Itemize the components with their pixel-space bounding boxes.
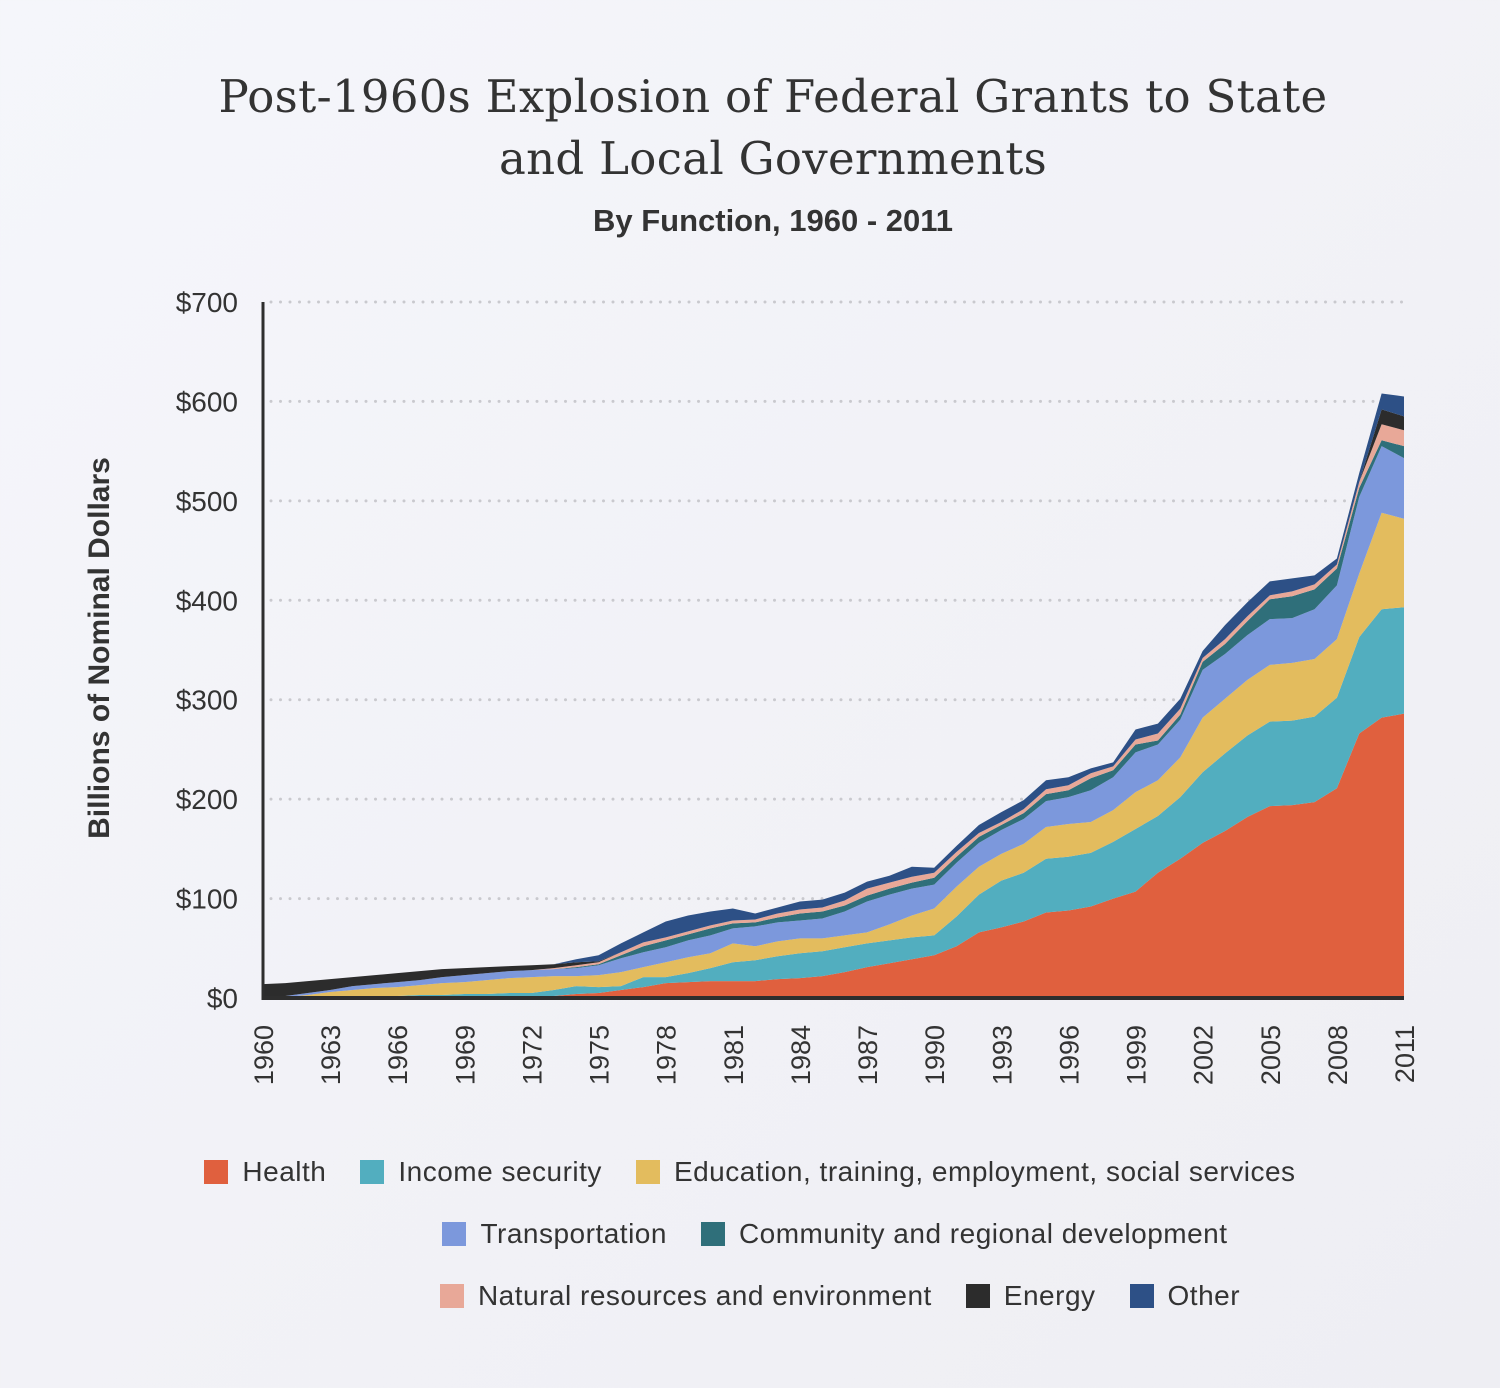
legend-item-income-security: Income security (360, 1156, 602, 1188)
legend-swatch (360, 1160, 385, 1184)
legend-label: Community and regional development (738, 1218, 1228, 1249)
x-tick-label: 1978 (652, 1025, 682, 1085)
y-tick-label: $200 (176, 784, 238, 815)
x-tick-label: 1966 (383, 1025, 413, 1085)
legend-item-community-development: Community and regional development (700, 1218, 1228, 1250)
legend-label: Natural resources and environment (477, 1280, 932, 1311)
legend-swatch (439, 1284, 464, 1308)
y-tick-label: $500 (176, 486, 238, 517)
x-tick-label: 1963 (316, 1025, 346, 1085)
chart-title-line-1: Post-1960s Explosion of Federal Grants t… (218, 70, 1328, 123)
legend-item-education: Education, training, employment, social … (635, 1156, 1296, 1188)
legend-label: Energy (1003, 1280, 1096, 1311)
area-layers (263, 393, 1404, 999)
x-tick-label: 1996 (1054, 1025, 1084, 1085)
y-tick-labels: $0 $100 $200 $300 $400 $500 $600 $700 (176, 287, 238, 1014)
legend-item-natural-resources: Natural resources and environment (439, 1280, 932, 1312)
legend-swatch (700, 1222, 725, 1246)
x-tick-label: 1975 (585, 1025, 615, 1085)
legend-swatch (204, 1160, 229, 1184)
legend-row-2: Transportation Community and regional de… (85, 1218, 1500, 1250)
x-tick-label: 1999 (1122, 1025, 1152, 1085)
x-tick-label: 1990 (920, 1025, 950, 1085)
legend-row-1: Health Income security Education, traini… (0, 1156, 1500, 1188)
x-tick-labels: 1960 1963 1966 1969 1972 1975 1978 1981 1984 1987… (249, 1025, 1420, 1085)
y-tick-label: $400 (176, 585, 238, 616)
legend-swatch (442, 1222, 467, 1246)
legend-label: Income security (398, 1156, 602, 1187)
x-tick-label: 2008 (1323, 1025, 1353, 1085)
x-tick-label: 1993 (987, 1025, 1017, 1085)
y-tick-label: $600 (176, 386, 238, 417)
y-tick-label: $300 (176, 685, 238, 716)
x-tick-label: 1987 (853, 1025, 883, 1085)
chart-title-line-2: and Local Governments (499, 132, 1047, 185)
chart-title: Post-1960s Explosion of Federal Grants t… (0, 66, 1500, 190)
legend-swatch (635, 1160, 660, 1184)
gridlines (269, 300, 1406, 901)
legend-label: Transportation (480, 1218, 667, 1249)
legend-label: Education, training, employment, social … (673, 1156, 1296, 1187)
legend-swatch (965, 1284, 990, 1308)
legend-row-3: Natural resources and environment Energy… (90, 1280, 1500, 1312)
legend-swatch (1129, 1284, 1154, 1308)
legend-item-energy: Energy (965, 1280, 1096, 1312)
x-tick-label: 2011 (1390, 1025, 1420, 1083)
chart-subtitle: By Function, 1960 - 2011 (592, 203, 954, 238)
legend-item-transportation: Transportation (442, 1218, 667, 1250)
area-income-security (263, 607, 1404, 998)
legend-label: Health (242, 1156, 327, 1187)
x-tick-label: 1969 (450, 1025, 480, 1085)
legend-label: Other (1167, 1280, 1241, 1311)
area-health (263, 713, 1404, 998)
y-tick-label: $700 (176, 287, 238, 318)
axes (261, 302, 1404, 1000)
x-tick-label: 1972 (517, 1025, 547, 1085)
y-tick-label: $0 (207, 983, 238, 1014)
legend-item-health: Health (204, 1156, 326, 1188)
x-tick-label: 1984 (786, 1025, 816, 1085)
legend-item-other: Other (1129, 1280, 1241, 1312)
x-tick-label: 1960 (249, 1025, 279, 1085)
x-tick-label: 1981 (719, 1025, 749, 1085)
x-tick-label: 2002 (1189, 1025, 1219, 1085)
y-tick-label: $100 (176, 884, 238, 915)
x-tick-label: 2005 (1256, 1025, 1286, 1085)
